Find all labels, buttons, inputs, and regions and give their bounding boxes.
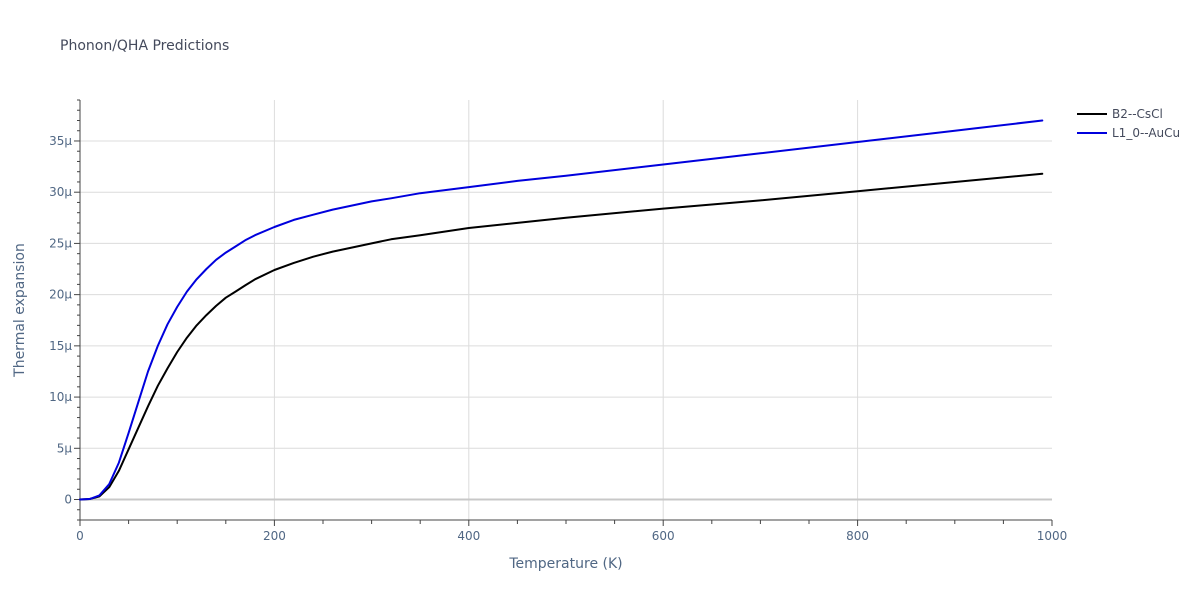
legend-item[interactable]: B2--CsCl <box>1077 107 1163 121</box>
legend-label: B2--CsCl <box>1112 107 1163 121</box>
y-tick-label: 35μ <box>49 134 72 148</box>
grid-layer <box>80 100 1052 520</box>
y-tick-label: 5μ <box>57 441 73 455</box>
y-tick-label: 30μ <box>49 185 72 199</box>
legend[interactable]: B2--CsCl L1_0--AuCu <box>1077 107 1180 140</box>
y-tick-label: 10μ <box>49 390 72 404</box>
series-line-0 <box>79 172 1044 501</box>
y-tick-label: 15μ <box>49 339 72 353</box>
legend-item[interactable]: L1_0--AuCu <box>1077 126 1180 140</box>
legend-label: L1_0--AuCu <box>1112 126 1180 140</box>
series-layer <box>79 119 1044 501</box>
x-tick-label: 400 <box>457 529 480 543</box>
x-tick-label: 600 <box>652 529 675 543</box>
x-tick-label: 800 <box>846 529 869 543</box>
y-axis-title: Thermal expansion <box>12 243 28 378</box>
y-tick-label: 0 <box>64 493 72 507</box>
x-axis-title: Temperature (K) <box>508 556 622 572</box>
x-tick-label: 0 <box>76 529 84 543</box>
chart-title: Phonon/QHA Predictions <box>60 38 229 54</box>
axes-layer: 0 200 400 600 800 1000 0 5μ 10μ 15μ 20μ 25μ 30μ 35μ <box>49 99 1068 543</box>
x-tick-label: 200 <box>263 529 286 543</box>
y-tick-label: 20μ <box>49 288 72 302</box>
y-tick-label: 25μ <box>49 236 72 250</box>
x-tick-label: 1000 <box>1037 529 1068 543</box>
series-line-1 <box>79 119 1044 501</box>
